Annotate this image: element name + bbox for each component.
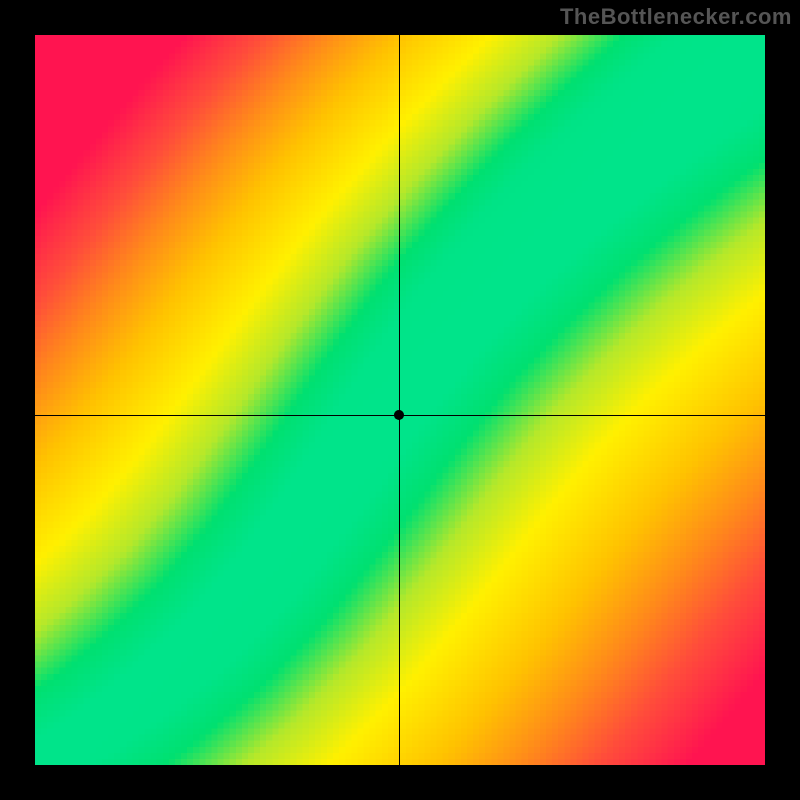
watermark-text: TheBottlenecker.com — [560, 4, 792, 30]
crosshair-overlay — [35, 35, 765, 765]
chart-container: TheBottlenecker.com — [0, 0, 800, 800]
